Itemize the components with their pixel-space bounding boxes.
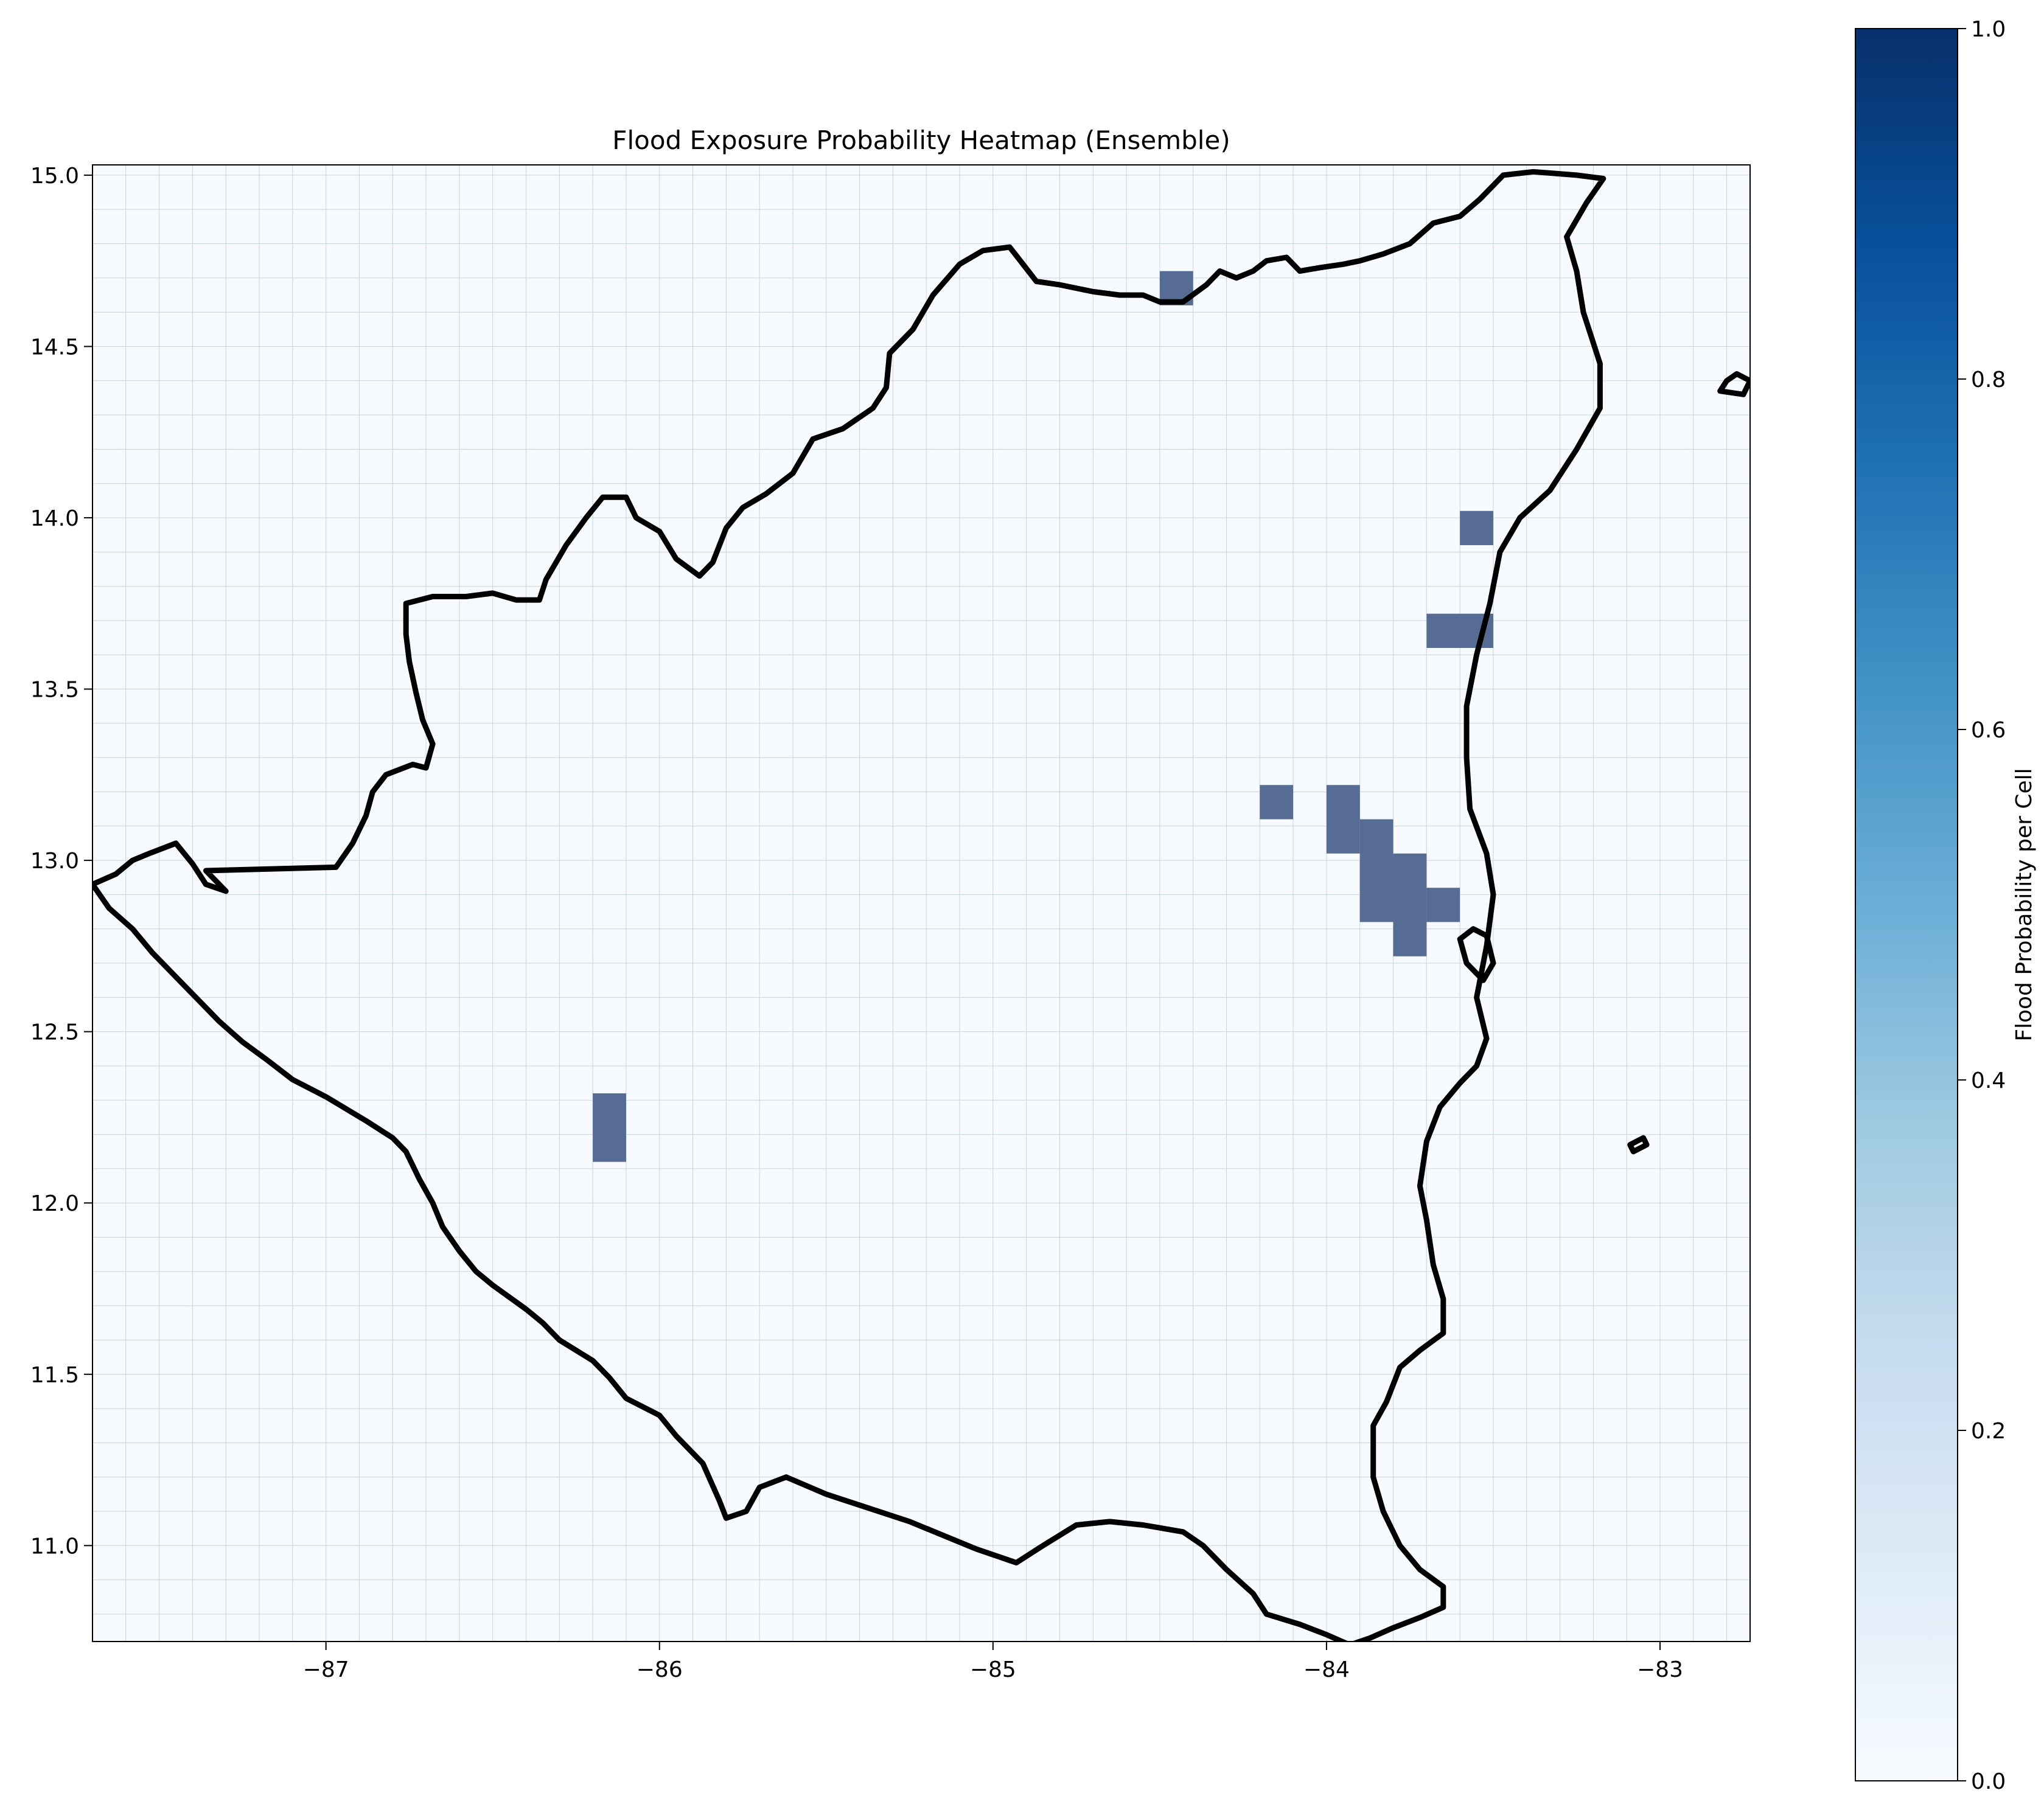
x-tick-label: −86 — [637, 1657, 683, 1682]
chart-title: Flood Exposure Probability Heatmap (Ense… — [612, 125, 1230, 155]
colorbar-tick-label: 0.6 — [1971, 718, 2006, 743]
island-outline — [1627, 1135, 1650, 1155]
x-tick-label: −85 — [970, 1657, 1016, 1682]
heatmap-cell — [1326, 785, 1360, 854]
x-tick-label: −87 — [303, 1657, 349, 1682]
y-tick-label: 14.5 — [30, 335, 79, 360]
y-tick-label: 15.0 — [30, 164, 79, 189]
island-outline — [1457, 926, 1496, 983]
y-tick-label: 14.0 — [30, 506, 79, 531]
island-outline — [1717, 371, 1750, 397]
x-tick-label: −84 — [1303, 1657, 1350, 1682]
heatmap-cell — [1260, 785, 1294, 820]
y-tick-label: 12.0 — [30, 1191, 79, 1216]
colorbar-tick-label: 0.2 — [1971, 1419, 2006, 1444]
country-boundary — [92, 169, 1750, 1642]
heatmap-cell — [1426, 888, 1460, 922]
y-axis-ticks: 11.0 11.5 12.0 12.5 13.0 13.5 14.0 14.5 15.0 — [30, 164, 92, 1559]
y-tick-label: 13.5 — [30, 678, 79, 703]
heatmap-cell — [1393, 853, 1427, 956]
y-tick-label: 12.5 — [30, 1020, 79, 1045]
x-tick-label: −83 — [1637, 1657, 1683, 1682]
colorbar-tick-label: 0.4 — [1971, 1068, 2006, 1093]
y-tick-label: 11.5 — [30, 1363, 79, 1388]
grid-lines — [92, 165, 1750, 1642]
colorbar-label: Flood Probability per Cell — [2012, 768, 2037, 1041]
colorbar-tick-label: 1.0 — [1971, 17, 2006, 42]
x-axis-ticks: −87 −86 −85 −84 −83 — [303, 1642, 1683, 1682]
colorbar-ticks: 0.0 0.2 0.4 0.6 0.8 1.0 — [1958, 17, 2006, 1794]
heatmap-cell — [1359, 819, 1393, 922]
plot-background — [92, 165, 1750, 1642]
heatmap-cell — [593, 1093, 626, 1162]
heatmap-cell — [1460, 510, 1493, 546]
y-tick-label: 13.0 — [30, 849, 79, 874]
y-tick-label: 11.0 — [30, 1534, 79, 1559]
colorbar-tick-label: 0.8 — [1971, 367, 2006, 392]
boundary-line — [92, 169, 1606, 1642]
colorbar — [1855, 28, 1958, 1781]
colorbar-tick-label: 0.0 — [1971, 1769, 2006, 1794]
plot-frame — [92, 164, 1751, 1642]
